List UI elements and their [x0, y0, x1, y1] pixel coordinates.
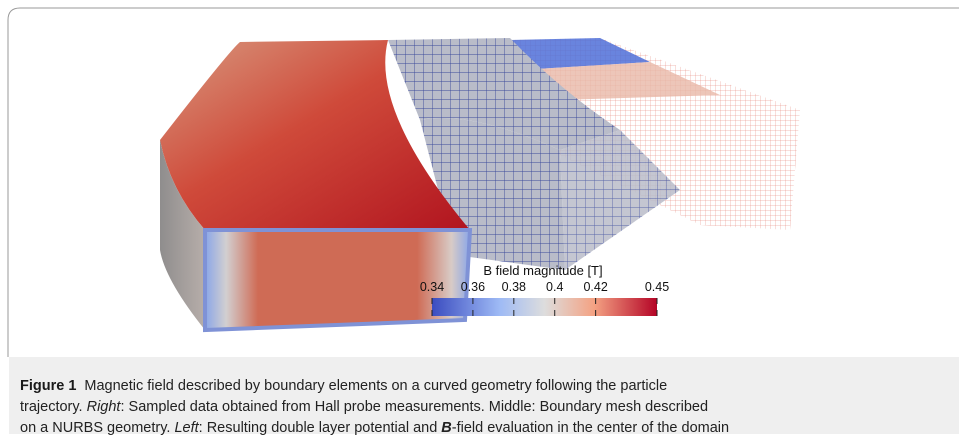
caption: Figure 1 Magnetic field described by boun… — [9, 357, 959, 434]
caption-line: trajectory. Right: Sampled data obtained… — [20, 399, 708, 415]
colorbar-gradient — [432, 298, 657, 316]
caption-text: Magnetic field described by boundary ele… — [84, 378, 667, 394]
caption-emph: Right — [87, 399, 121, 415]
figure: B field magnitude [T] 0.34 0.36 0.38 0.4 0.4… — [0, 0, 959, 357]
colorbar-tick-label: 0.36 — [461, 280, 485, 294]
caption-label: Figure 1 — [20, 378, 76, 394]
caption-text: : Sampled data obtained from Hall probe … — [120, 399, 708, 415]
caption-text: trajectory. — [20, 399, 87, 415]
caption-line: Figure 1 Magnetic field described by boun… — [20, 378, 667, 394]
colorbar-tick-label: 0.42 — [583, 280, 607, 294]
colorbar-title: B field magnitude [T] — [483, 263, 602, 278]
colorbar-tick-label: 0.38 — [502, 280, 526, 294]
colorbar-tick-label: 0.45 — [645, 280, 669, 294]
colorbar-tick-label: 0.34 — [420, 280, 444, 294]
page: B field magnitude [T] 0.34 0.36 0.38 0.4 0.4… — [0, 0, 959, 434]
colorbar-tick-label: 0.4 — [546, 280, 563, 294]
